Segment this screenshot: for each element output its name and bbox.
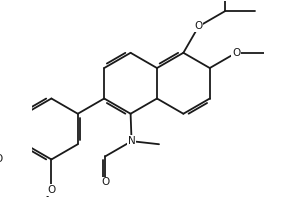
Text: O: O <box>194 21 203 31</box>
Text: O: O <box>232 48 240 58</box>
Text: O: O <box>101 177 109 187</box>
Text: O: O <box>0 154 3 165</box>
Text: N: N <box>128 136 135 146</box>
Text: O: O <box>47 185 56 195</box>
